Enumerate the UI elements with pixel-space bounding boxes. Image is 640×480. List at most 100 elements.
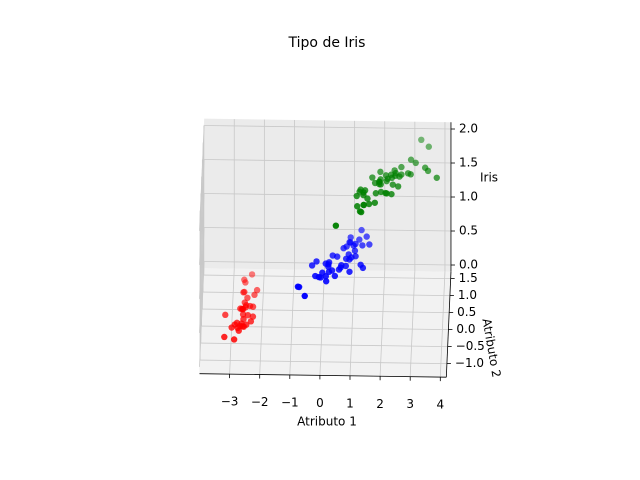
point <box>242 279 249 286</box>
point <box>412 159 419 167</box>
y-tick-label: 1.5 <box>459 271 478 285</box>
grid-line <box>379 270 386 377</box>
point <box>230 336 238 343</box>
point <box>295 283 303 291</box>
grid-line <box>204 125 451 130</box>
point <box>354 203 361 210</box>
point <box>382 172 390 179</box>
point <box>359 242 366 249</box>
point <box>253 286 261 294</box>
point <box>407 156 415 163</box>
x-axis-label: Atributo 1 <box>297 415 357 429</box>
z-tick-label: 2.0 <box>459 122 478 136</box>
grid-line <box>199 159 205 265</box>
y-tick-label: 0.0 <box>456 322 475 336</box>
point <box>331 272 339 280</box>
x-tick-label: 1 <box>346 396 354 410</box>
point <box>398 163 405 171</box>
point <box>356 208 364 215</box>
grid-line <box>409 271 416 377</box>
point <box>240 315 247 323</box>
grid-line <box>229 268 235 375</box>
x-tick-label: 4 <box>436 398 444 412</box>
point <box>322 272 329 280</box>
y-tick-label: 1.0 <box>458 288 477 302</box>
point <box>240 289 247 296</box>
point <box>301 292 308 300</box>
point <box>335 266 343 273</box>
x-tick-label: 3 <box>406 397 414 411</box>
point <box>376 178 383 185</box>
point <box>383 177 390 185</box>
point <box>365 200 373 208</box>
chart-title: Tipo de Iris <box>288 35 366 51</box>
point <box>251 291 258 299</box>
x-tick-label: −3 <box>221 395 239 409</box>
grid-line <box>349 270 356 376</box>
point <box>312 272 319 280</box>
z-axis-label: Iris <box>480 171 498 185</box>
point <box>388 190 395 198</box>
point <box>222 311 229 319</box>
grid-line <box>259 269 265 375</box>
grid-line <box>204 193 451 198</box>
point <box>383 190 390 197</box>
point <box>345 251 352 258</box>
point <box>389 181 396 188</box>
point <box>358 226 365 234</box>
point <box>404 170 412 177</box>
z-tick-label: 0.5 <box>459 224 478 238</box>
point <box>371 199 379 206</box>
floor-pane <box>199 268 451 378</box>
point <box>394 183 402 190</box>
point <box>352 253 359 260</box>
x-axis-line <box>199 373 447 378</box>
z-tick-label: 0.0 <box>459 258 478 272</box>
y-axis-line <box>445 271 452 378</box>
grid-line <box>439 271 446 378</box>
x-tick-label: −1 <box>281 395 299 409</box>
point <box>391 167 398 174</box>
point <box>346 268 353 275</box>
point <box>234 324 241 332</box>
point <box>433 174 440 181</box>
point <box>360 201 368 209</box>
x-tick-label: 2 <box>376 397 384 411</box>
point <box>228 324 235 331</box>
grid-line <box>319 269 325 376</box>
grid-line <box>200 359 447 365</box>
point <box>353 192 360 200</box>
point <box>308 262 316 269</box>
point <box>425 143 433 150</box>
y-tick-label: −1.0 <box>455 356 484 370</box>
point <box>247 318 255 325</box>
point <box>221 333 228 341</box>
point <box>359 264 367 272</box>
point <box>366 241 373 248</box>
grid-line <box>199 125 205 231</box>
point <box>363 233 370 240</box>
grid-line <box>200 342 448 348</box>
point <box>372 190 380 197</box>
point <box>424 167 432 175</box>
point <box>342 262 350 270</box>
point <box>239 311 247 318</box>
point <box>244 311 252 319</box>
point <box>418 136 425 144</box>
point <box>377 168 384 176</box>
y-tick-label: −0.5 <box>456 339 485 353</box>
y-tick-label: 0.5 <box>457 305 476 319</box>
point <box>360 191 367 199</box>
grid-line <box>199 227 205 333</box>
point <box>240 323 247 330</box>
grid-line <box>199 193 205 299</box>
point <box>313 258 320 265</box>
grid-line <box>289 269 295 375</box>
point <box>332 222 340 229</box>
point <box>246 302 254 310</box>
point <box>239 306 247 313</box>
x-tick-label: 0 <box>316 396 324 410</box>
point <box>329 252 336 259</box>
grid-line <box>204 227 451 232</box>
